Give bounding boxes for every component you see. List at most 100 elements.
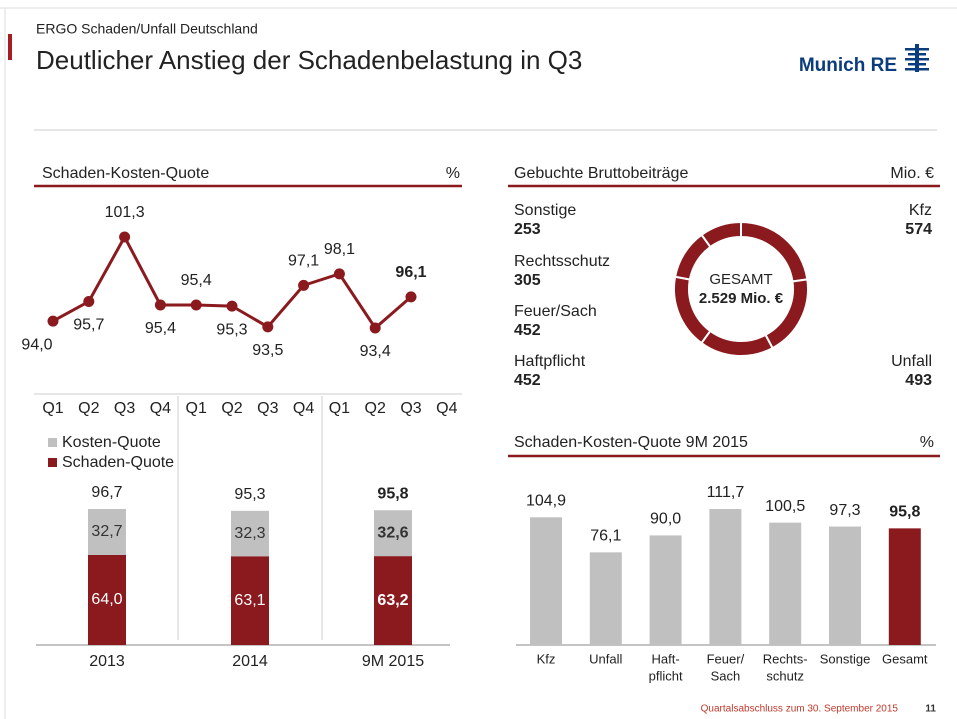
- x-tick-label: Q3: [114, 400, 135, 417]
- data-label: 98,1: [324, 241, 355, 258]
- data-label: 76,1: [590, 528, 621, 545]
- value-label: 452: [514, 372, 541, 389]
- legend-swatch: [48, 458, 57, 467]
- data-label: 111,7: [707, 484, 745, 501]
- x-tick-label: Sach: [711, 668, 741, 683]
- bar-segment: [231, 510, 269, 557]
- bar: [649, 535, 682, 645]
- x-tick-label: 2014: [232, 653, 268, 670]
- x-tick-label: Gesamt: [882, 651, 928, 666]
- bar: [888, 528, 921, 645]
- x-tick-label: Q1: [42, 400, 63, 417]
- data-label: 90,0: [650, 511, 681, 528]
- data-label: 97,1: [288, 253, 319, 270]
- point: [333, 268, 345, 280]
- bar: [769, 522, 802, 645]
- chart-title: Schaden-Kosten-Quote: [42, 165, 209, 182]
- bar: [829, 526, 861, 645]
- x-tick-label: Haft-: [652, 651, 680, 666]
- category-label: Haftpflicht: [514, 353, 586, 370]
- data-label: 95,4: [145, 320, 176, 337]
- bar-segment: [88, 509, 126, 555]
- value-label: 305: [514, 272, 541, 289]
- point: [119, 231, 131, 243]
- unit: %: [446, 165, 460, 182]
- segment-label: 32,7: [91, 523, 122, 540]
- bar: [589, 552, 622, 645]
- segment-label: 63,1: [234, 592, 265, 609]
- x-tick-label: Unfall: [589, 651, 622, 666]
- data-label: 95,4: [181, 272, 212, 289]
- x-tick-label: 2013: [89, 653, 125, 670]
- donut-segment: [673, 275, 712, 345]
- x-tick-label: Q4: [293, 400, 314, 417]
- point: [83, 296, 95, 308]
- bar-segment: [88, 554, 126, 645]
- x-tick-label: Feuer/: [707, 651, 745, 666]
- total-label: 96,7: [91, 484, 122, 501]
- value-label: 493: [905, 372, 932, 389]
- accent-bar: [8, 34, 12, 60]
- point: [298, 279, 310, 291]
- bar: [709, 509, 742, 645]
- data-label: 100,5: [765, 498, 805, 515]
- total-label: 95,8: [377, 485, 408, 502]
- segment-label: 32,6: [377, 524, 408, 541]
- donut-segment: [700, 329, 774, 357]
- unit: %: [920, 434, 934, 451]
- data-label: 95,3: [216, 321, 247, 338]
- legend-swatch: [48, 438, 57, 447]
- x-tick-label: Q3: [400, 400, 421, 417]
- x-tick-label: Q2: [365, 400, 386, 417]
- bar-segment: [374, 556, 412, 645]
- supertitle: ERGO Schaden/Unfall Deutschland: [36, 21, 258, 37]
- unit: Mio. €: [890, 165, 934, 182]
- donut-segment: [700, 220, 742, 249]
- segment-label: 32,3: [234, 525, 265, 542]
- data-label: 95,8: [889, 504, 920, 521]
- x-tick-label: Q1: [329, 400, 350, 417]
- category-label: Feuer/Sach: [514, 303, 597, 320]
- x-tick-label: Q4: [436, 400, 457, 417]
- data-label: 96,1: [395, 264, 426, 281]
- data-label: 95,7: [73, 317, 104, 334]
- chart-title: Schaden-Kosten-Quote 9M 2015: [514, 434, 748, 451]
- x-tick-label: Sonstige: [820, 651, 871, 666]
- data-label: 101,3: [105, 204, 145, 221]
- segment-label: 63,2: [377, 592, 408, 609]
- total-label: 95,3: [234, 486, 265, 503]
- x-tick-label: Q1: [186, 400, 207, 417]
- point: [405, 291, 417, 303]
- donut-segment: [673, 233, 712, 281]
- line: [52, 233, 412, 331]
- point: [369, 322, 381, 334]
- legend-label: Kosten-Quote: [62, 434, 161, 451]
- data-label: 93,5: [252, 342, 283, 359]
- logo-icon: [905, 44, 929, 72]
- category-label: Rechtsschutz: [514, 253, 610, 270]
- x-tick-label: Kfz: [537, 651, 556, 666]
- data-label: 94,0: [21, 336, 52, 353]
- footer-text: Quartalsabschluss zum 30. September 2015: [701, 704, 899, 715]
- slide-title: Deutlicher Anstieg der Schadenbelastung …: [36, 45, 582, 75]
- x-tick-label: schutz: [766, 668, 804, 683]
- chart-title: Gebuchte Bruttobeiträge: [514, 165, 688, 182]
- page-number: 11: [925, 704, 936, 715]
- value-label: 574: [905, 221, 932, 238]
- category-label: Unfall: [891, 353, 932, 370]
- point: [190, 299, 202, 311]
- donut-center-value: 2.529 Mio. €: [699, 290, 784, 307]
- logo: Munich RE: [799, 55, 897, 76]
- x-tick-label: Q2: [221, 400, 242, 417]
- bar-segment: [374, 510, 412, 557]
- x-tick-label: pflicht: [649, 668, 683, 683]
- data-label: 104,9: [526, 492, 566, 509]
- category-label: Kfz: [909, 202, 932, 219]
- segment-label: 64,0: [91, 591, 122, 608]
- x-tick-label: Q4: [150, 400, 171, 417]
- bar-segment: [231, 556, 269, 645]
- donut-center-label: GESAMT: [709, 271, 772, 288]
- data-label: 93,4: [360, 343, 391, 360]
- x-tick-label: Rechts-: [763, 651, 808, 666]
- x-tick-label: Q2: [78, 400, 99, 417]
